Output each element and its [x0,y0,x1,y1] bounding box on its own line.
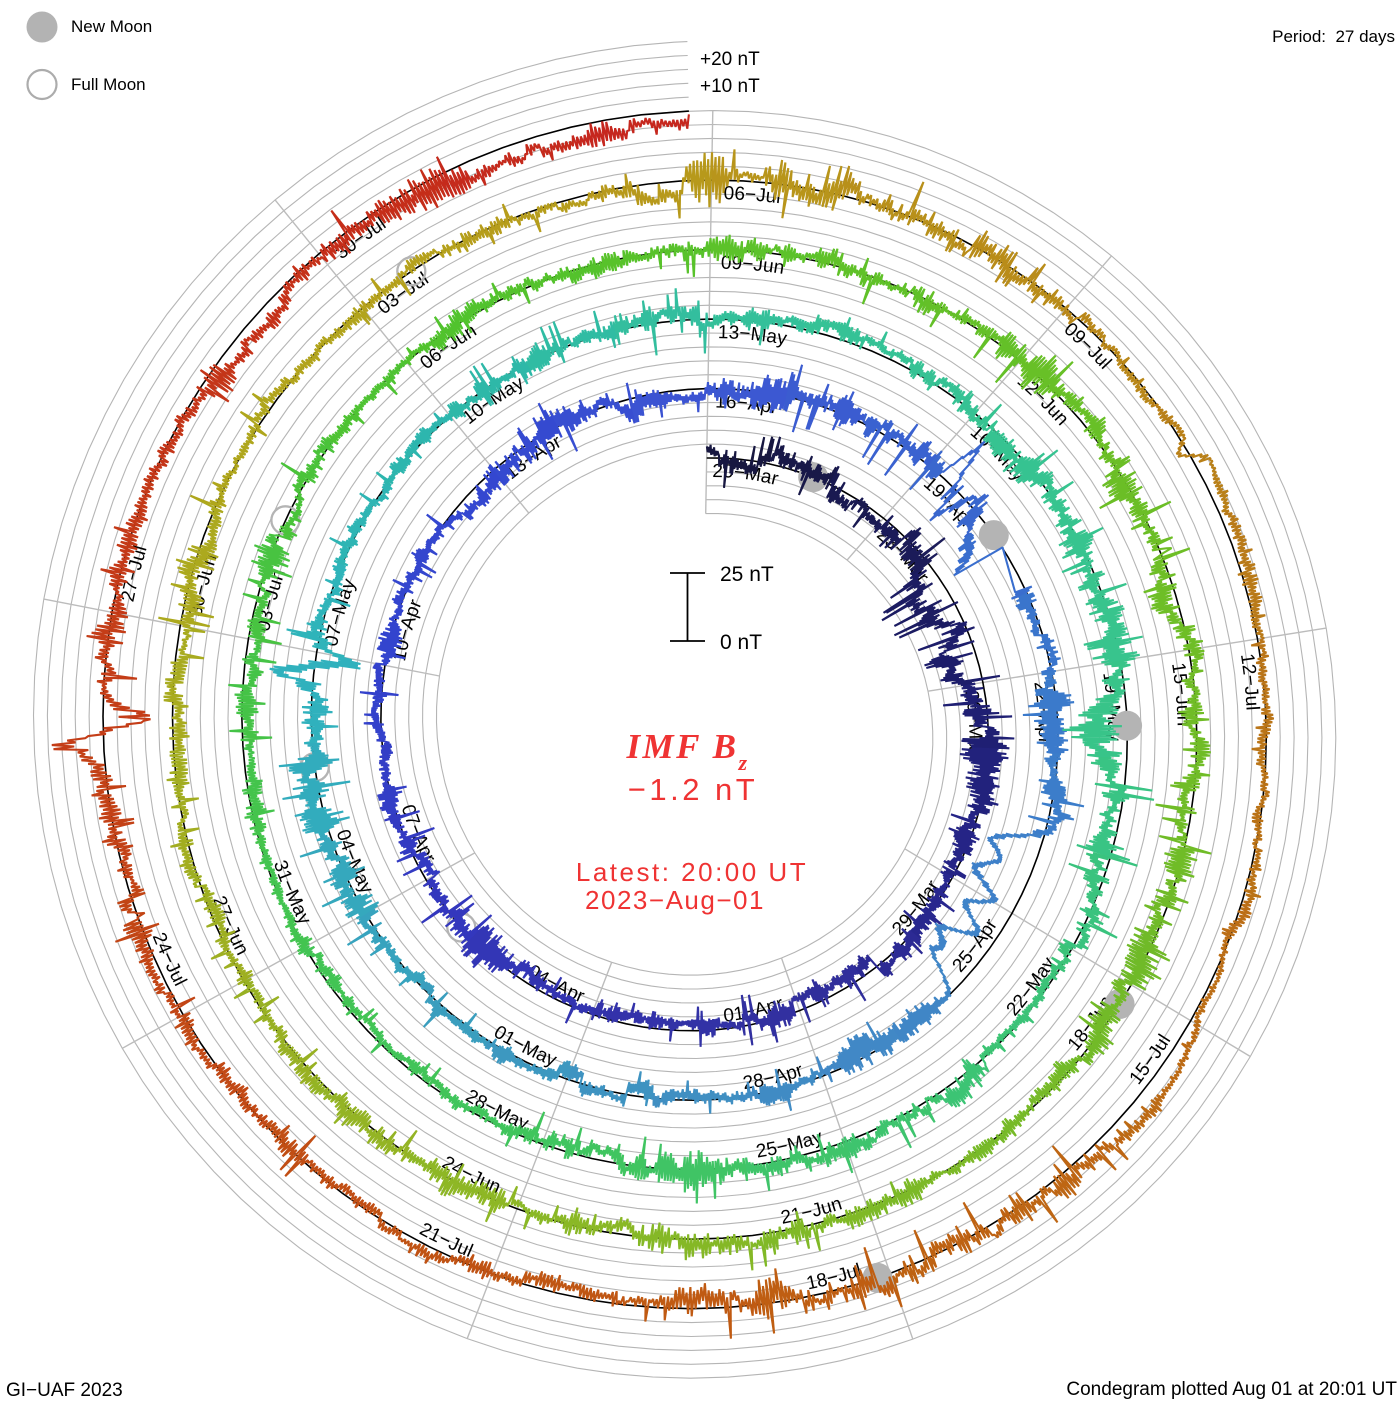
svg-text:Condegram plotted Aug 01 at 20: Condegram plotted Aug 01 at 20:01 UT [1066,1379,1397,1400]
svg-text:GI−UAF 2023: GI−UAF 2023 [6,1380,123,1400]
svg-text:2023−Aug−01: 2023−Aug−01 [585,885,765,915]
svg-text:−1.2 nT: −1.2 nT [628,772,759,807]
svg-text:Latest: 20:00 UT: Latest: 20:00 UT [576,857,808,887]
svg-text:0 nT: 0 nT [720,631,762,654]
svg-text:Period: 27 days: Period: 27 days [1272,27,1395,46]
svg-text:Full Moon: Full Moon [71,75,146,94]
svg-text:25 nT: 25 nT [720,563,774,586]
svg-text:New Moon: New Moon [71,17,152,36]
svg-text:+10 nT: +10 nT [700,76,760,97]
svg-text:+20 nT: +20 nT [700,49,760,70]
